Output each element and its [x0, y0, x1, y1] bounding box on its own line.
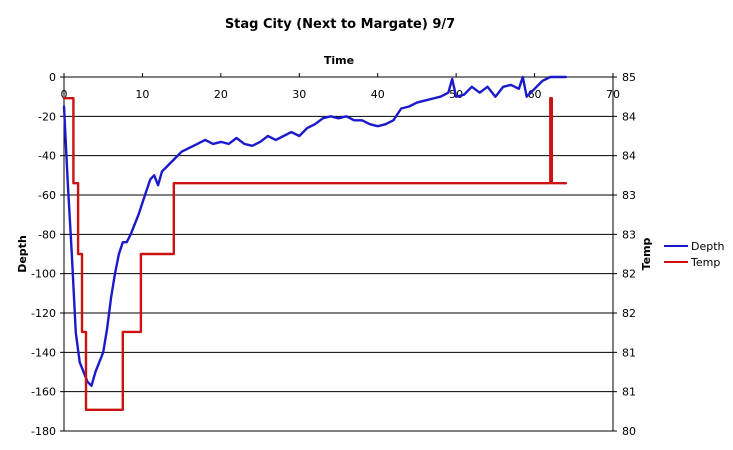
x-tick-label-0: 0	[61, 88, 68, 101]
plot-area	[63, 76, 614, 432]
x-axis-title: Time	[324, 54, 354, 67]
y2-axis-title: Temp	[640, 237, 653, 270]
y-tick-label-5: -100	[31, 268, 56, 281]
y-tick-label-1: -20	[38, 110, 56, 123]
y-tick-label-7: -140	[31, 346, 56, 359]
y-tick-label-6: -120	[31, 307, 56, 320]
y-tick-label-2: -40	[38, 150, 56, 163]
x-tick-label-2: 20	[214, 88, 228, 101]
series-line-temp	[62, 96, 568, 411]
y-tick-label-0: 0	[49, 71, 56, 84]
y2-tick-label-4: 83	[622, 228, 636, 241]
y2-tick-label-3: 83	[622, 189, 636, 202]
series-lines	[62, 75, 568, 411]
y2-tick-label-7: 81	[622, 346, 636, 359]
y2-tick-label-8: 81	[622, 386, 636, 399]
x-tick-label-7: 70	[606, 88, 620, 101]
series-line-depth	[62, 75, 568, 387]
x-tick-label-4: 40	[371, 88, 385, 101]
y2-axis-ticks: 85 84 84 83 83 82 82 81 81 80	[613, 71, 636, 438]
y-tick-label-4: -80	[38, 228, 56, 241]
y-tick-label-9: -180	[31, 425, 56, 438]
x-tick-label-1: 10	[135, 88, 149, 101]
y-axis-ticks: 0 -20 -40 -60 -80 -100 -120 -140 -160 -180	[31, 71, 64, 438]
y2-tick-label-6: 82	[622, 307, 636, 320]
legend: Depth Temp	[664, 240, 725, 269]
y2-tick-label-9: 80	[622, 425, 636, 438]
y2-tick-label-5: 82	[622, 268, 636, 281]
legend-label-depth: Depth	[691, 240, 725, 253]
y2-tick-label-2: 84	[622, 150, 636, 163]
y-tick-label-8: -160	[31, 386, 56, 399]
y2-tick-label-1: 84	[622, 110, 636, 123]
chart-title: Stag City (Next to Margate) 9/7	[225, 17, 455, 32]
y-tick-label-3: -60	[38, 189, 56, 202]
y2-tick-label-0: 85	[622, 71, 636, 84]
legend-label-temp: Temp	[690, 256, 720, 269]
x-tick-label-3: 30	[292, 88, 306, 101]
y-axis-title: Depth	[16, 235, 29, 273]
